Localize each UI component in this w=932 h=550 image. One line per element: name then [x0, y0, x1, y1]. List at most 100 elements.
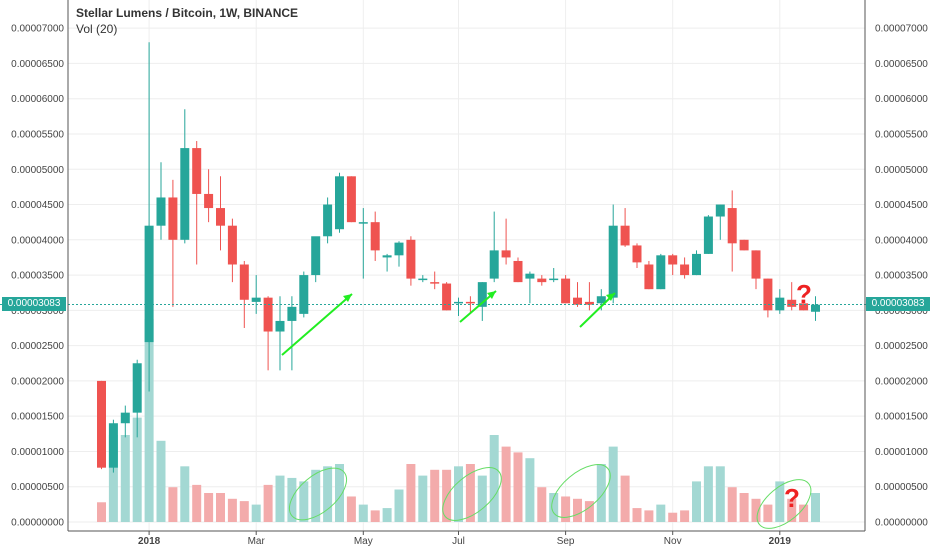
candle-body: [394, 242, 404, 256]
volume-circle-4: [756, 479, 812, 529]
trend-arrow-1-head: [343, 294, 352, 302]
volume-bar: [561, 496, 571, 522]
last-price-tag-left: 0.00003083: [2, 297, 66, 312]
candle-body: [227, 225, 237, 265]
volume-bar: [608, 446, 618, 522]
candle-body: [739, 239, 749, 251]
y-tick-label-left: 0.00001000: [11, 447, 64, 458]
candle-body: [584, 301, 594, 305]
volume-bar: [584, 501, 594, 522]
candle-body: [513, 260, 523, 283]
volume-bar: [216, 493, 225, 522]
candle-body: [156, 197, 166, 226]
candle-body: [263, 297, 273, 332]
candle-body: [132, 363, 142, 413]
volume-bar: [156, 440, 166, 522]
volume-bar: [204, 493, 214, 522]
y-tick-label-left: 0.00000000: [11, 518, 64, 529]
y-tick-label-left: 0.00003500: [11, 271, 64, 282]
volume-bar: [454, 466, 463, 522]
candle-body: [573, 297, 582, 305]
candle-body: [787, 299, 797, 307]
candle-body: [561, 278, 571, 304]
candle-body: [465, 301, 475, 304]
y-tick-label-right: 0.00001000: [875, 447, 928, 458]
volume-bar: [715, 466, 725, 522]
volume-bar: [299, 481, 309, 522]
volume-bars: [97, 319, 820, 522]
volume-bar: [275, 475, 285, 522]
last-price-tag-right: 0.00003083: [866, 297, 930, 312]
volume-bar: [251, 504, 261, 522]
candle-body: [346, 176, 356, 223]
candle-body: [727, 208, 737, 244]
y-tick-label-right: 0.00002500: [875, 341, 928, 352]
candle-body: [703, 216, 713, 254]
x-tick-label: Nov: [664, 536, 682, 547]
volume-bar: [680, 510, 690, 522]
y-tick-label-right: 0.00005000: [875, 165, 928, 176]
volume-bar: [358, 504, 368, 522]
candle-body: [501, 250, 511, 258]
candle-body: [454, 301, 463, 304]
volume-bar: [263, 484, 273, 522]
candle-body: [299, 275, 309, 314]
y-tick-label-left: 0.00004500: [11, 200, 64, 211]
volume-bar: [573, 498, 582, 522]
y-tick-label-right: 0.00001500: [875, 412, 928, 423]
candle-body: [358, 222, 368, 224]
y-tick-label-left: 0.00001500: [11, 412, 64, 423]
volume-indicator-label: Vol (20): [76, 22, 118, 36]
axes: 0.00007000 0.00007000 0.00006500 0.00006500…: [11, 0, 928, 547]
volume-bar: [382, 508, 392, 522]
volume-bar: [501, 446, 511, 522]
candle-body: [430, 282, 440, 284]
y-tick-label-left: 0.00002000: [11, 376, 64, 387]
x-tick-label: Mar: [248, 536, 266, 547]
volume-bar: [346, 496, 356, 522]
volume-bar: [108, 435, 118, 522]
volume-bar: [311, 469, 321, 522]
volume-bar: [811, 493, 820, 522]
candle-body: [239, 264, 249, 300]
volume-bar: [192, 484, 202, 522]
volume-circle-2: [442, 467, 502, 521]
candle-body: [656, 255, 666, 290]
y-tick-label-right: 0.00000500: [875, 482, 928, 493]
candle-body: [335, 176, 344, 230]
y-tick-label-left: 0.00000500: [11, 482, 64, 493]
volume-bar: [132, 417, 142, 522]
candle-body: [620, 225, 630, 246]
y-tick-label-left: 0.00007000: [11, 24, 64, 35]
volume-bar: [644, 510, 654, 522]
candle-body: [680, 264, 690, 276]
candle-body: [715, 204, 725, 217]
y-tick-label-right: 0.00006500: [875, 59, 928, 70]
volume-circle-3: [551, 464, 611, 518]
y-tick-label-right: 0.00006000: [875, 94, 928, 105]
candle-body: [144, 225, 154, 343]
candle-body: [668, 255, 678, 265]
y-tick-label-right: 0.00002000: [875, 376, 928, 387]
volume-bar: [227, 498, 237, 522]
candle-body: [549, 278, 559, 281]
y-tick-label-left: 0.00005000: [11, 165, 64, 176]
volume-bar: [703, 466, 713, 522]
volume-bar: [370, 510, 380, 522]
candle-body: [204, 193, 214, 209]
candle-body: [537, 278, 547, 283]
volume-bar: [727, 487, 737, 522]
volume-bar: [394, 489, 404, 522]
candle-body: [811, 304, 820, 312]
volume-bar: [799, 504, 809, 522]
y-tick-label-right: 0.00007000: [875, 24, 928, 35]
question-mark-price: ?: [796, 279, 812, 309]
x-tick-label: Jul: [452, 536, 465, 547]
y-tick-label-left: 0.00005500: [11, 129, 64, 140]
candle-body: [596, 296, 606, 304]
trend-arrow-2-head: [487, 291, 496, 299]
volume-bar: [465, 464, 475, 522]
y-tick-label-right: 0.00004500: [875, 200, 928, 211]
candle-body: [489, 250, 499, 279]
